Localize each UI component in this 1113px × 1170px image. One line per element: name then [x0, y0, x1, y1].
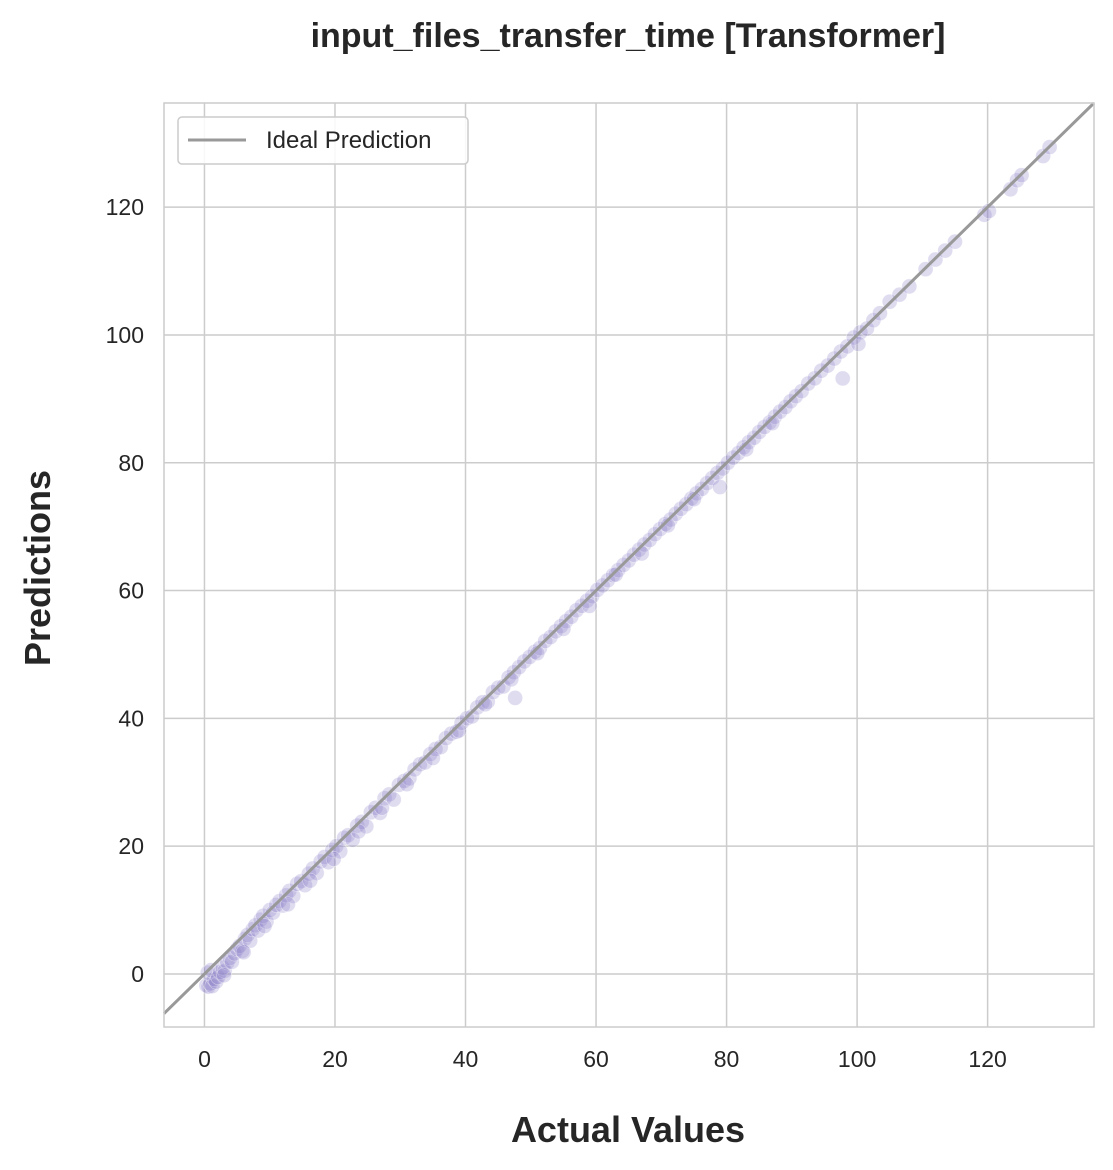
data-point — [200, 978, 217, 995]
x-axis-label: Actual Values — [511, 1109, 745, 1150]
data-point — [529, 645, 546, 661]
data-point — [208, 973, 225, 990]
ideal-prediction-line-path — [162, 101, 1096, 1015]
x-tick-label: 100 — [838, 1046, 876, 1072]
x-tick-labels: 0 20 40 60 80 100 120 — [198, 1046, 1007, 1072]
data-point — [344, 831, 361, 848]
y-tick-label: 80 — [118, 450, 144, 476]
data-point — [507, 690, 523, 706]
x-tick-label: 40 — [453, 1046, 479, 1072]
ideal-prediction-line — [162, 101, 1096, 1015]
data-point — [495, 678, 512, 695]
chart-title: input_files_transfer_time [Transformer] — [311, 17, 946, 55]
data-point — [660, 517, 676, 534]
data-point — [448, 723, 465, 740]
data-point — [477, 696, 493, 713]
data-point — [834, 370, 851, 387]
data-point — [302, 872, 318, 889]
data-point — [374, 800, 390, 816]
data-points — [198, 139, 1058, 995]
data-point — [1002, 181, 1019, 198]
y-axis-label: Predictions — [17, 470, 58, 666]
grid — [164, 103, 1094, 1027]
data-point — [712, 479, 728, 495]
data-point — [464, 708, 480, 725]
data-point — [479, 693, 496, 710]
x-tick-label: 80 — [714, 1046, 740, 1072]
data-point — [981, 203, 997, 219]
y-tick-label: 100 — [106, 322, 144, 348]
x-tick-label: 20 — [322, 1046, 348, 1072]
data-point — [850, 336, 867, 352]
data-point — [216, 967, 232, 984]
legend-entry-ideal-prediction: Ideal Prediction — [266, 127, 431, 154]
data-point — [901, 278, 918, 295]
x-tick-label: 0 — [198, 1046, 211, 1072]
data-point — [633, 545, 650, 562]
legend-box — [177, 116, 469, 165]
y-tick-label: 0 — [131, 961, 144, 987]
x-tick-label: 60 — [583, 1046, 609, 1072]
data-point — [280, 896, 296, 913]
data-point — [432, 739, 449, 755]
data-point — [417, 754, 433, 771]
data-point — [947, 233, 963, 250]
plot-frame — [163, 102, 1095, 1028]
legend: Ideal Prediction — [177, 116, 469, 165]
data-point — [607, 566, 624, 583]
data-point — [396, 773, 412, 789]
data-point — [1035, 148, 1051, 164]
data-point — [764, 415, 781, 431]
data-point — [859, 320, 875, 337]
y-tick-label: 60 — [118, 578, 144, 604]
data-point — [235, 944, 252, 961]
data-point — [385, 791, 402, 808]
data-point — [686, 491, 702, 507]
data-point — [256, 918, 273, 934]
data-point — [425, 750, 441, 766]
data-point — [325, 851, 342, 867]
y-tick-label: 20 — [118, 833, 144, 859]
y-tick-label: 40 — [118, 705, 144, 731]
data-point — [358, 818, 375, 835]
data-point — [206, 971, 223, 987]
y-tick-label: 120 — [106, 194, 144, 220]
y-tick-labels: 0 20 40 60 80 100 120 — [106, 194, 144, 987]
x-tick-label: 120 — [968, 1046, 1006, 1072]
